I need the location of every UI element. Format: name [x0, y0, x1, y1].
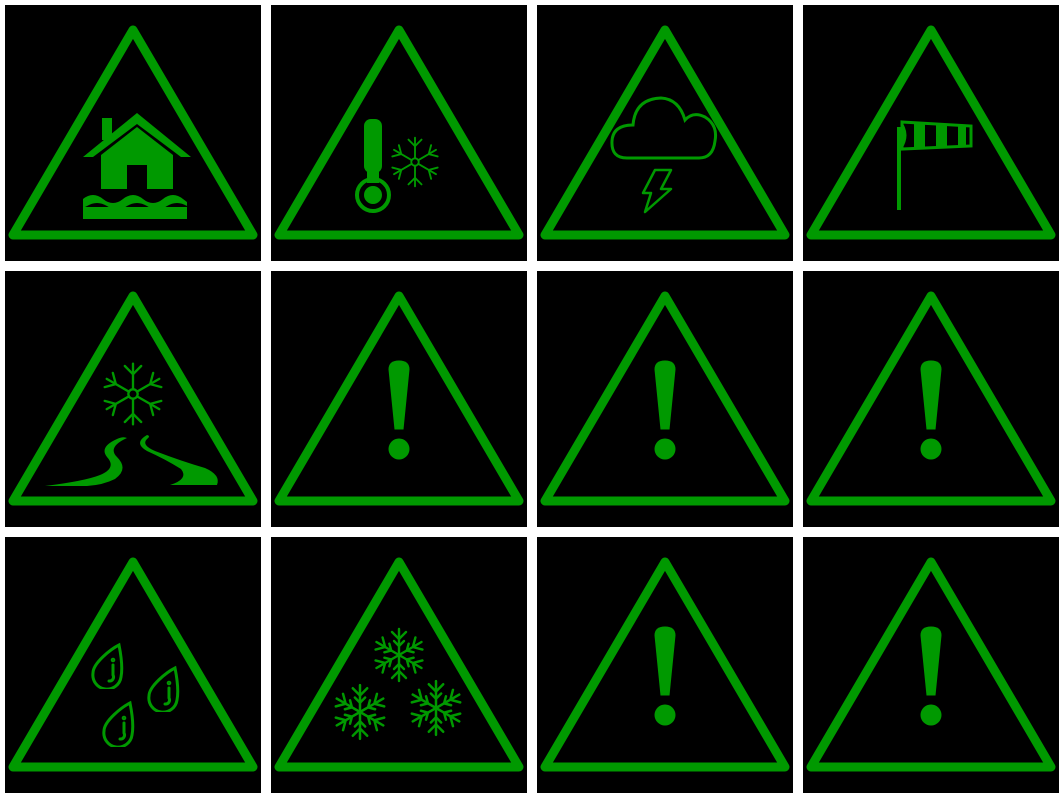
exclamation-icon	[274, 291, 524, 506]
exclamation-icon	[540, 291, 790, 506]
thunderstorm-icon	[540, 25, 790, 240]
cold-warning-tile	[271, 5, 527, 261]
flood-icon	[8, 25, 258, 240]
snow-icon	[274, 557, 524, 772]
general-warning-tile	[537, 537, 793, 793]
general-warning-tile	[803, 271, 1059, 527]
general-warning-tile	[271, 271, 527, 527]
rain-icon	[8, 557, 258, 772]
icy-road-warning-tile	[5, 271, 261, 527]
general-warning-tile	[803, 537, 1059, 793]
wind-warning-tile	[803, 5, 1059, 261]
general-warning-tile	[537, 271, 793, 527]
rain-warning-tile	[5, 537, 261, 793]
snow-ice-road-icon	[8, 291, 258, 506]
exclamation-icon	[806, 291, 1056, 506]
thunderstorm-warning-tile	[537, 5, 793, 261]
flood-warning-tile	[5, 5, 261, 261]
cold-temperature-icon	[274, 25, 524, 240]
wind-icon	[806, 25, 1056, 240]
exclamation-icon	[806, 557, 1056, 772]
exclamation-icon	[540, 557, 790, 772]
snow-warning-tile	[271, 537, 527, 793]
